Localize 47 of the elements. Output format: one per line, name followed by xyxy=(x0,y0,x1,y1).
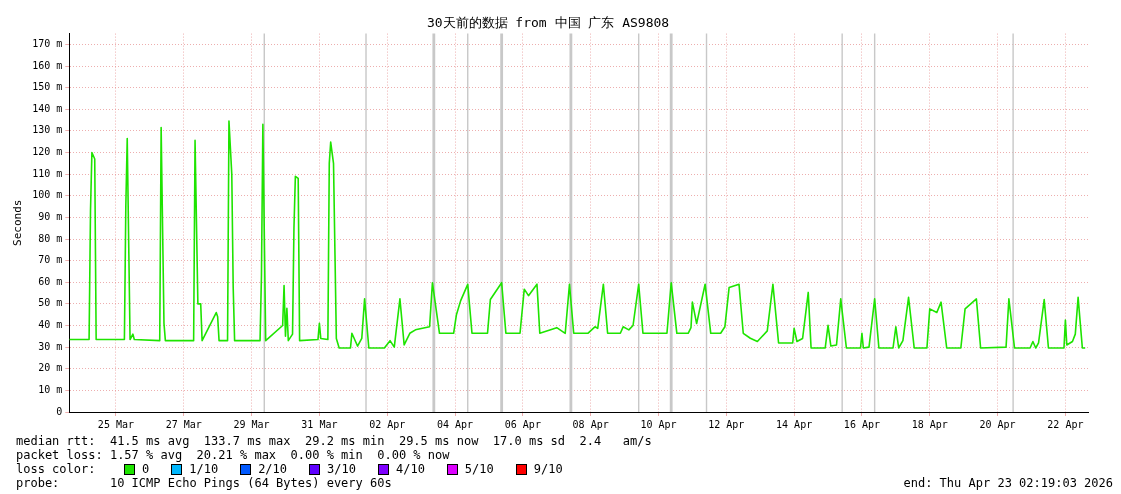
text: probe: 10 ICMP Echo Pings (64 Bytes) every 60s xyxy=(16,476,392,490)
y-tick-label: 60 m xyxy=(38,275,63,287)
y-tick-label: 10 m xyxy=(38,383,63,395)
legend-label: 1/10 xyxy=(189,462,219,476)
legend-label: 2/10 xyxy=(258,462,288,476)
text: packet loss: 1.57 % avg 20.21 % max 0.00 % min 0.00 % now xyxy=(16,448,451,462)
x-tick-label: 31 Mar xyxy=(301,418,338,430)
x-tick-label: 14 Apr xyxy=(776,418,813,430)
y-tick-label: 150 m xyxy=(32,81,63,93)
text: median rtt: 41.5 ms avg 133.7 ms max 29.2 ms min 29.5 ms now 17.0 ms sd 2.4 am/s xyxy=(16,434,653,448)
x-tick-label: 02 Apr xyxy=(369,418,406,430)
y-tick-label: 110 m xyxy=(32,167,63,179)
chart-title: 30天前的数据 from 中国 广东 AS9808 xyxy=(426,15,670,31)
y-tick-label: 30 m xyxy=(38,340,63,352)
y-tick-label: 90 m xyxy=(38,210,63,222)
y-tick-label: 80 m xyxy=(38,232,63,244)
y-tick-label: 0 xyxy=(56,405,63,417)
x-tick-label: 16 Apr xyxy=(843,418,880,430)
x-tick-label: 10 Apr xyxy=(640,418,677,430)
y-tick-label: 20 m xyxy=(38,362,63,374)
legend-label: 3/10 xyxy=(327,462,356,476)
x-tick-label: 22 Apr xyxy=(1047,418,1084,430)
y-tick-label: 160 m xyxy=(32,59,63,71)
x-tick-label: 06 Apr xyxy=(504,418,541,430)
legend-title: loss color: xyxy=(16,462,97,476)
y-tick-label: 140 m xyxy=(32,102,63,114)
x-tick-label: 20 Apr xyxy=(979,418,1016,430)
legend-label: 0 xyxy=(142,462,150,476)
x-tick-label: 12 Apr xyxy=(708,418,745,430)
x-tick-label: 27 Mar xyxy=(165,418,202,430)
legend-label: 4/10 xyxy=(395,462,425,476)
text: end: Thu Apr 23 02:19:03 2026 xyxy=(903,476,1113,490)
y-tick-label: 130 m xyxy=(32,124,63,136)
y-tick-label: 100 m xyxy=(32,189,63,201)
x-tick-label: 25 Mar xyxy=(97,418,134,430)
y-tick-label: 40 m xyxy=(38,319,63,331)
legend-label: 9/10 xyxy=(533,462,563,476)
x-tick-label: 18 Apr xyxy=(911,418,948,430)
y-tick-label: 170 m xyxy=(32,38,63,50)
legend-label: 5/10 xyxy=(464,462,494,476)
y-tick-label: 70 m xyxy=(38,254,63,266)
x-tick-label: 04 Apr xyxy=(436,418,474,430)
x-tick-label: 08 Apr xyxy=(572,418,609,430)
y-tick-label: 120 m xyxy=(32,146,63,158)
y-tick-label: 50 m xyxy=(38,297,63,309)
y-axis-title: Seconds xyxy=(11,199,25,246)
x-tick-label: 29 Mar xyxy=(233,418,270,430)
